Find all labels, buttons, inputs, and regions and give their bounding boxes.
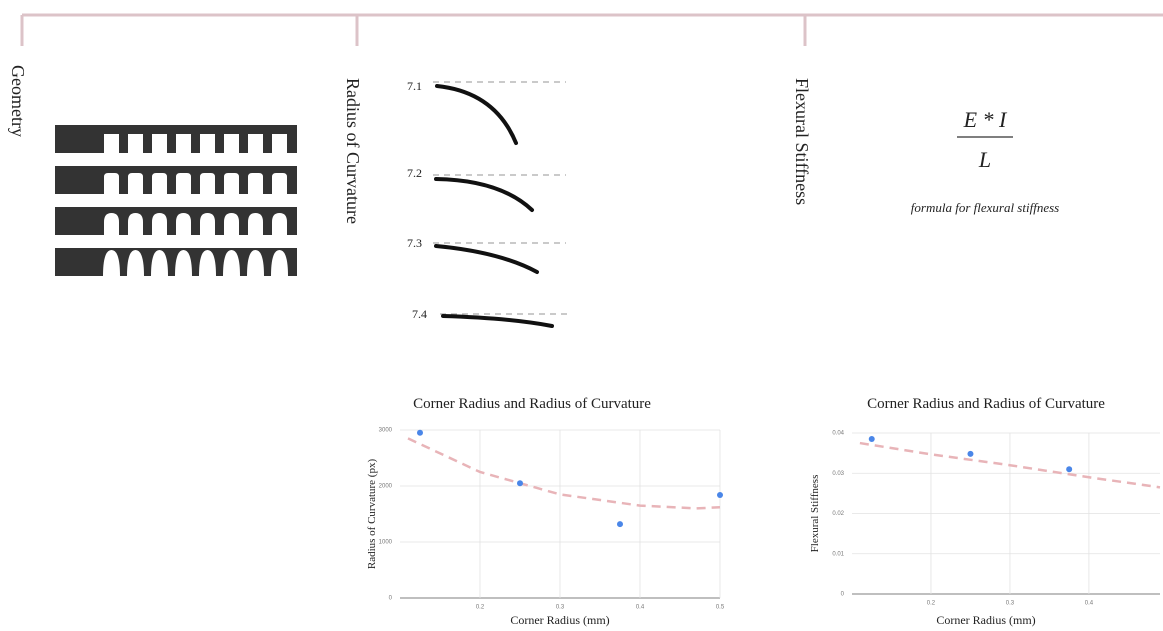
x-tick-label: 0.2 (927, 601, 936, 607)
chart-title: Corner Radius and Radius of Curvature (867, 396, 1105, 412)
y-axis-title: Radius of Curvature (px) (366, 459, 378, 570)
x-tick-label: 0.2 (476, 605, 485, 611)
geometry-cutout (248, 213, 263, 235)
curvature-samples (433, 81, 570, 328)
formula-numerator: E * I (963, 107, 1008, 132)
geometry-cutout (200, 134, 215, 153)
section-label: Flexural Stiffness (792, 78, 812, 205)
geometry-cutout (271, 250, 288, 276)
x-tick-label: 0.3 (1006, 601, 1015, 607)
geometry-cutout (152, 213, 167, 235)
formula-denominator: L (978, 147, 991, 172)
geometry-cutout (224, 134, 239, 153)
y-tick-label: 0.03 (832, 471, 844, 477)
geometry-cutout (224, 173, 239, 194)
geometry-cutout (176, 213, 191, 235)
geometry-cutout (272, 213, 287, 235)
y-tick-label: 2000 (379, 484, 393, 490)
sample-label: 7.1 (407, 79, 422, 93)
geometry-cutout (128, 213, 143, 235)
scatter-point (1066, 466, 1073, 473)
bracket (20, 13, 1163, 46)
geometry-cutout (248, 134, 263, 153)
section-label: Radius of Curvature (343, 78, 363, 224)
scatter-point (417, 429, 423, 436)
y-tick-label: 1000 (379, 540, 393, 546)
x-tick-label: 0.4 (1085, 601, 1094, 607)
geometry-cutout (272, 134, 287, 153)
x-tick-label: 0.5 (716, 605, 725, 611)
geometry-cutout (176, 173, 191, 194)
scatter-point (617, 521, 623, 528)
geometry-cutout (152, 173, 167, 194)
geometry-cutout (151, 250, 168, 276)
y-tick-label: 3000 (379, 428, 393, 434)
geometry-cutout (272, 173, 287, 194)
trendline (859, 441, 1161, 489)
y-tick-label: 0.01 (832, 551, 844, 557)
scatter-point (967, 450, 974, 457)
geometry-cutout (224, 213, 239, 235)
scatter-point (717, 491, 723, 498)
geometry-cutout (223, 250, 240, 276)
geometry-cutout (104, 213, 119, 235)
scatter-point (517, 480, 523, 487)
geometry-cutout (128, 134, 143, 153)
geometry-cutout (104, 134, 119, 153)
sample-label: 7.3 (407, 236, 422, 250)
y-tick-label: 0 (841, 592, 845, 598)
chart-title: Corner Radius and Radius of Curvature (413, 396, 651, 412)
sample-label: 7.4 (412, 307, 427, 321)
section-label: Geometry (8, 65, 28, 137)
y-tick-label: 0.04 (832, 431, 844, 437)
geometry-cutout (199, 250, 216, 276)
trendline (407, 437, 721, 510)
geometry-cutout (152, 134, 167, 153)
x-axis-title: Corner Radius (mm) (936, 613, 1035, 627)
geometry-cutout (200, 213, 215, 235)
geometry-cutout (104, 173, 119, 194)
formula-caption: formula for flexural stiffness (911, 200, 1059, 215)
scatter-point (868, 436, 875, 443)
y-tick-label: 0.02 (832, 511, 844, 517)
geometry-cutout (175, 250, 192, 276)
y-tick-label: 0 (389, 596, 393, 602)
geometry-cutout (247, 250, 264, 276)
geometry-cutout (103, 250, 120, 276)
geometry-cutout (128, 173, 143, 194)
x-axis-title: Corner Radius (mm) (510, 613, 609, 627)
sample-label: 7.2 (407, 166, 422, 180)
x-tick-label: 0.3 (556, 605, 565, 611)
geometry-cutout (127, 250, 144, 276)
geometry-samples (55, 125, 297, 276)
geometry-cutout (200, 173, 215, 194)
y-axis-title: Flexural Stiffness (809, 475, 821, 553)
geometry-cutout (248, 173, 263, 194)
geometry-cutout (176, 134, 191, 153)
x-tick-label: 0.4 (636, 605, 645, 611)
